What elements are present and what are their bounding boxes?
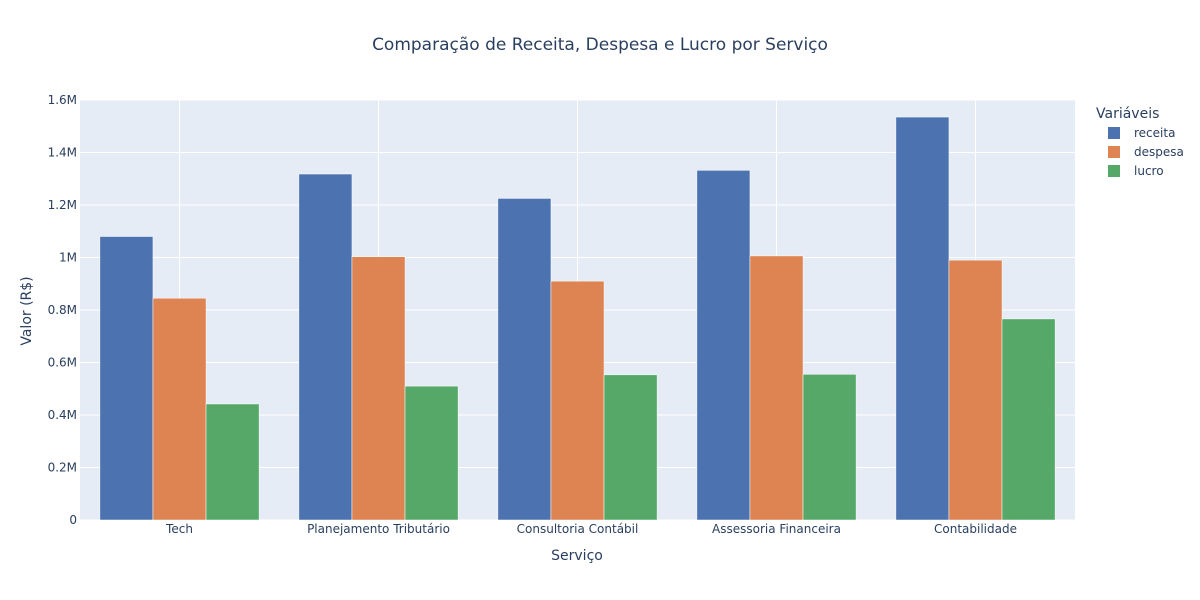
y-tick-label: 0.2M bbox=[48, 461, 77, 475]
x-tick-label: Consultoria Contábil bbox=[517, 522, 639, 536]
x-axis-title: Serviço bbox=[551, 548, 603, 564]
legend-swatch-despesa bbox=[1108, 146, 1120, 158]
legend-swatch-receita bbox=[1108, 127, 1120, 139]
legend-swatch-lucro bbox=[1108, 165, 1120, 177]
bar-receita bbox=[99, 236, 154, 521]
bar-receita bbox=[696, 170, 751, 521]
x-tick-label: Tech bbox=[165, 522, 193, 536]
y-tick-label: 1M bbox=[59, 251, 77, 265]
bar-despesa bbox=[550, 280, 605, 521]
bar-despesa bbox=[948, 259, 1003, 521]
legend: Variáveis receita despesa lucro bbox=[1096, 106, 1184, 178]
y-tick-label: 0.4M bbox=[48, 408, 77, 422]
bar-despesa bbox=[749, 255, 804, 521]
x-axis-ticks: Tech Planejamento Tributário Consultoria C… bbox=[165, 522, 1017, 536]
legend-label-lucro: lucro bbox=[1134, 164, 1164, 178]
legend-label-receita: receita bbox=[1134, 126, 1175, 140]
y-axis-ticks: 0 0.2M 0.4M 0.6M 0.8M 1M 1.2M 1.4M 1.6M bbox=[48, 93, 77, 527]
y-axis-title: Valor (R$) bbox=[19, 276, 35, 345]
bar-lucro bbox=[603, 374, 658, 521]
bar-receita bbox=[298, 173, 353, 521]
bar-lucro bbox=[1001, 318, 1056, 521]
legend-title: Variáveis bbox=[1096, 106, 1159, 122]
y-tick-label: 0 bbox=[69, 513, 77, 527]
x-tick-label: Assessoria Financeira bbox=[712, 522, 841, 536]
bars bbox=[99, 116, 1056, 521]
x-tick-label: Contabilidade bbox=[934, 522, 1017, 536]
x-tick-label: Planejamento Tributário bbox=[307, 522, 450, 536]
y-tick-label: 0.8M bbox=[48, 303, 77, 317]
chart-title: Comparação de Receita, Despesa e Lucro p… bbox=[372, 35, 828, 55]
bar-lucro bbox=[404, 385, 459, 521]
y-tick-label: 1.4M bbox=[48, 146, 77, 160]
y-tick-label: 0.6M bbox=[48, 356, 77, 370]
bar-lucro bbox=[802, 374, 857, 521]
y-tick-label: 1.2M bbox=[48, 198, 77, 212]
bar-despesa bbox=[152, 297, 207, 521]
bar-receita bbox=[895, 116, 950, 521]
y-tick-label: 1.6M bbox=[48, 93, 77, 107]
bar-despesa bbox=[351, 256, 406, 521]
bar-lucro bbox=[205, 403, 260, 521]
bar-receita bbox=[497, 198, 552, 521]
legend-label-despesa: despesa bbox=[1134, 145, 1184, 159]
